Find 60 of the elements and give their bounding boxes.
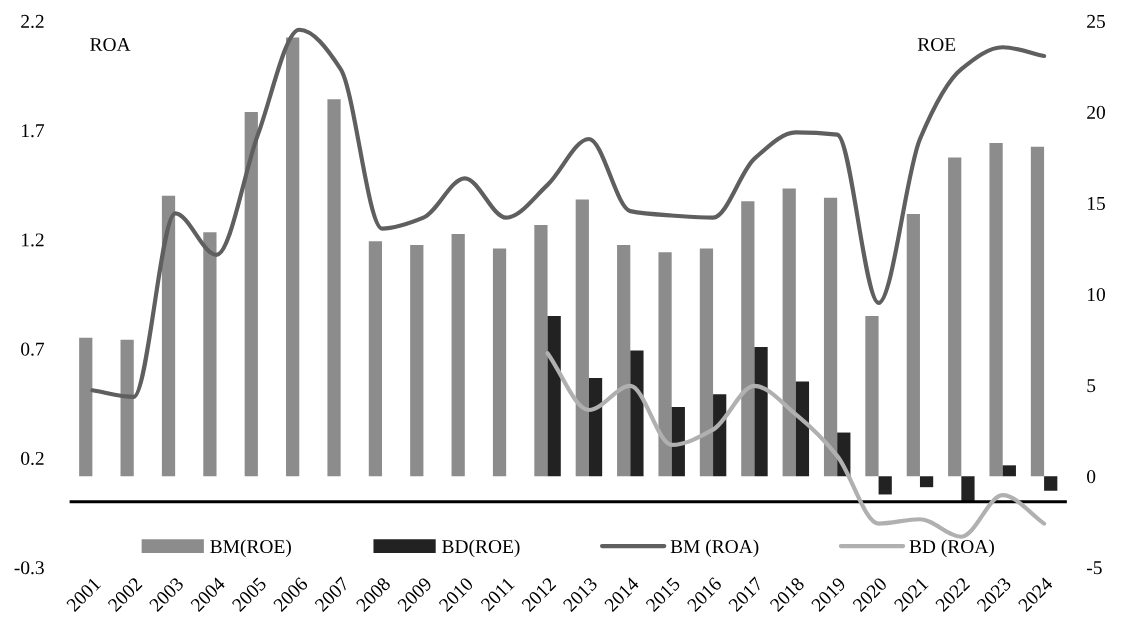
bar [617,244,631,477]
bar [286,37,300,477]
bar [741,201,755,477]
x-tick-label: 2011 [480,576,516,612]
y-tick-label: 1.7 [22,124,45,138]
bar [327,99,341,477]
line-series [90,27,1047,399]
legend-label: BD (ROA) [909,539,994,558]
x-tick-label: 2021 [893,576,929,613]
bar [244,112,258,477]
legend-label: BD(ROE) [442,539,520,558]
bar [865,316,879,477]
y-tick-label: -0.3 [14,561,44,575]
y-tick-label: 1.2 [22,233,44,247]
bar [961,476,975,502]
bar [120,339,134,477]
bar [906,214,920,477]
bar [368,241,383,477]
bar [547,316,561,477]
bar [671,407,685,477]
bar [203,232,217,477]
bar [1030,146,1045,477]
y2-tick-label: 10 [1088,287,1105,302]
y2-tick-label: 0 [1087,470,1096,484]
y2-axis-title: ROE [917,37,956,52]
bar [713,394,727,477]
y2-tick-label: -5 [1087,561,1102,575]
legend-label: BM (ROA) [670,539,759,558]
bar [588,377,603,477]
y2-tick-label: 15 [1088,197,1105,211]
y-tick-label: 0.2 [21,451,44,466]
y2-tick-label: 5 [1087,379,1096,393]
bar [989,143,1003,477]
bar [492,248,507,477]
bar [948,157,962,477]
legend-label: BM(ROE) [210,539,291,558]
bar [782,188,796,477]
bar [534,224,548,477]
bar [754,346,768,477]
bar [161,195,176,477]
bar [451,234,465,477]
y2-tick-label: 25 [1087,14,1105,28]
bar [575,199,589,477]
bar [1002,465,1016,477]
y-axis-title: ROA [90,37,131,52]
bar [1044,476,1058,491]
bar [919,476,934,488]
bar [410,244,424,477]
bar [699,248,714,477]
bar [878,476,892,495]
line-series [545,351,1047,539]
y-tick-label: 2.2 [21,14,44,29]
bar [795,381,810,477]
bar [79,337,93,477]
y2-tick-label: 20 [1087,105,1105,119]
bar [630,350,644,477]
x-tick-label: 2001 [65,576,102,613]
bar [658,252,672,477]
bar [823,197,838,477]
y-tick-label: 0.7 [21,342,45,356]
